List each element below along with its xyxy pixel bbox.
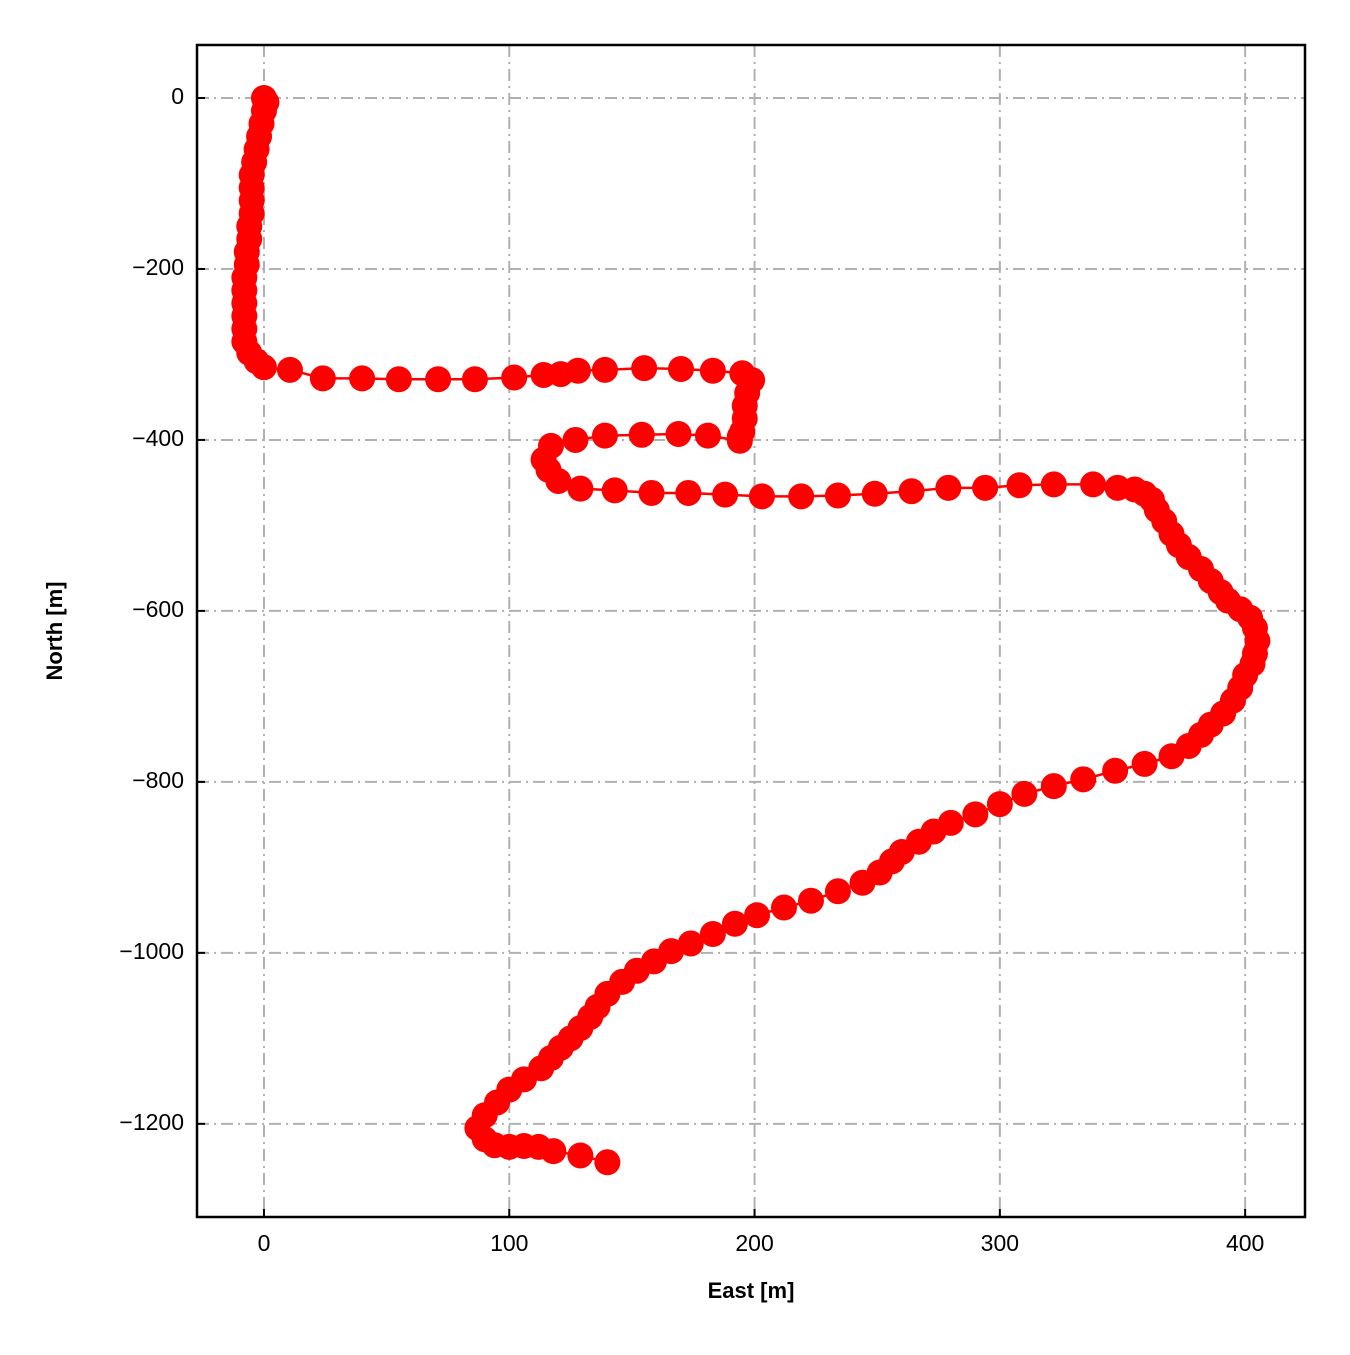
data-point xyxy=(594,1149,621,1176)
data-point xyxy=(824,482,851,509)
plot-frame xyxy=(195,43,1307,1219)
data-point xyxy=(540,1138,567,1165)
data-point xyxy=(744,902,771,929)
data-point xyxy=(1006,472,1033,499)
data-point xyxy=(849,869,876,896)
data-point xyxy=(677,930,704,957)
data-point xyxy=(1158,743,1185,770)
data-point xyxy=(699,921,726,948)
data-point xyxy=(675,479,702,506)
data-point xyxy=(276,356,303,383)
y-tick-label: −1000 xyxy=(119,938,184,964)
data-point xyxy=(962,801,989,828)
data-point xyxy=(797,887,824,914)
data-point xyxy=(461,366,488,393)
data-point xyxy=(1102,757,1129,784)
x-tick-label: 0 xyxy=(258,1230,271,1256)
data-point xyxy=(1080,471,1107,498)
data-point xyxy=(250,354,277,381)
data-point xyxy=(562,426,589,453)
data-point xyxy=(694,422,721,449)
data-point xyxy=(591,422,618,449)
data-point xyxy=(631,355,658,382)
y-tick-label: −800 xyxy=(132,767,184,793)
y-axis-label: North [m] xyxy=(42,582,67,681)
y-tick-label: −400 xyxy=(132,425,184,451)
data-point xyxy=(425,366,452,393)
data-point xyxy=(972,474,999,501)
data-point xyxy=(567,475,594,502)
data-point xyxy=(667,355,694,382)
data-point xyxy=(986,791,1013,818)
data-point xyxy=(712,481,739,508)
data-point xyxy=(638,479,665,506)
x-tick-label: 300 xyxy=(981,1230,1019,1256)
x-tick-label: 100 xyxy=(490,1230,528,1256)
x-tick-label: 200 xyxy=(735,1230,773,1256)
data-point xyxy=(628,421,655,448)
data-point xyxy=(591,356,618,383)
data-point xyxy=(1040,471,1067,498)
data-point xyxy=(501,364,528,391)
data-point xyxy=(788,483,815,510)
data-point xyxy=(726,427,753,454)
data-point xyxy=(564,357,591,384)
data-point xyxy=(349,365,376,392)
data-point xyxy=(1011,780,1038,807)
data-point xyxy=(665,420,692,447)
data-point xyxy=(721,910,748,937)
data-point xyxy=(601,477,628,504)
data-point xyxy=(545,467,572,494)
x-axis-label: East [m] xyxy=(708,1278,795,1303)
x-tick-label: 400 xyxy=(1226,1230,1264,1256)
y-tick-label: −600 xyxy=(132,596,184,622)
y-tick-label: −200 xyxy=(132,254,184,280)
data-point xyxy=(567,1142,594,1169)
data-point xyxy=(385,366,412,393)
y-tick-label: −1200 xyxy=(119,1109,184,1135)
data-point xyxy=(935,474,962,501)
data-point xyxy=(824,878,851,905)
data-point xyxy=(1040,773,1067,800)
data-point xyxy=(699,357,726,384)
y-tick-label: 0 xyxy=(171,83,184,109)
data-point xyxy=(1070,766,1097,793)
data-point xyxy=(898,478,925,505)
data-point xyxy=(770,894,797,921)
data-point xyxy=(309,365,336,392)
data-point xyxy=(861,480,888,507)
data-point xyxy=(748,483,775,510)
data-point xyxy=(1131,750,1158,777)
